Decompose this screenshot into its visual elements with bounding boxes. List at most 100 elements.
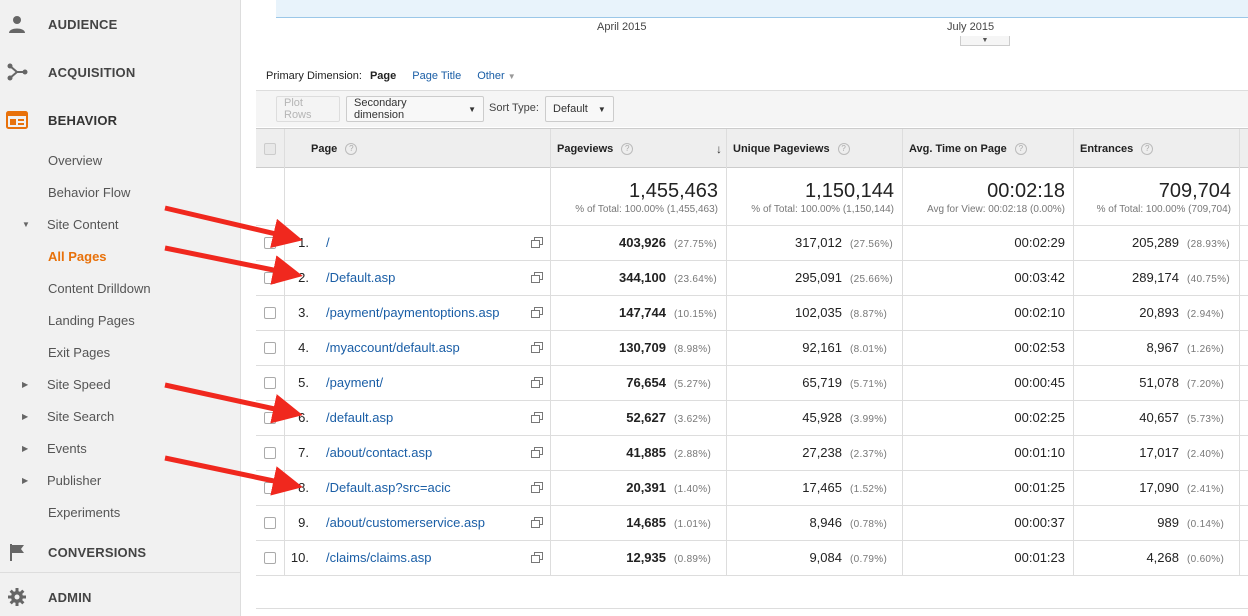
open-in-new-window-icon[interactable] [531, 272, 543, 283]
unique-pageviews-cell-value-group: 317,012 (27.56%) [795, 235, 902, 250]
chart-collapse-handle[interactable]: ▼ [960, 36, 1010, 46]
total-subtext: % of Total: 100.00% (1,150,144) [751, 204, 894, 215]
nav-acquisition[interactable]: ACQUISITION [0, 52, 241, 92]
page-link[interactable]: /claims/claims.asp [326, 550, 432, 565]
entrances-cell-value-group: 51,078 (7.20%) [1139, 375, 1239, 390]
secondary-dimension-select[interactable]: Secondary dimension ▼ [346, 96, 484, 122]
page-link[interactable]: /myaccount/default.asp [326, 340, 460, 355]
entrances-cell-value: 989 [1157, 515, 1179, 530]
open-in-new-window-icon[interactable] [531, 447, 543, 458]
behavior-icon [6, 109, 28, 131]
row-checkbox[interactable] [264, 377, 276, 389]
sidebar-item-events[interactable]: ▶ Events [0, 436, 241, 460]
timeline-chart[interactable] [276, 0, 1248, 18]
col-header-unique-pageviews[interactable]: Unique Pageviews? [727, 129, 903, 168]
row-checkbox[interactable] [264, 552, 276, 564]
sidebar-item-site-content[interactable]: ▼ Site Content [0, 212, 241, 236]
pageviews-cell-value-group: 130,709 (8.98%) [619, 340, 726, 355]
unique-pageviews-cell: 27,238 (2.37%) [727, 436, 903, 470]
page-link[interactable]: /Default.asp?src=acic [326, 480, 451, 495]
help-icon[interactable]: ? [621, 142, 634, 155]
open-in-new-window-icon[interactable] [531, 517, 543, 528]
sidebar-item-behavior-flow[interactable]: Behavior Flow [0, 180, 241, 204]
total-value: 709,704 [1158, 180, 1231, 202]
sidebar-item-experiments[interactable]: Experiments [0, 500, 241, 524]
sort-type-select[interactable]: Default ▼ [545, 96, 614, 122]
sidebar-item-publisher[interactable]: ▶ Publisher [0, 468, 241, 492]
pageviews-cell-value: 20,391 [626, 480, 666, 495]
entrances-cell: 40,657 (5.73%) [1074, 401, 1240, 435]
row-index: 4. [298, 340, 309, 355]
col-header-page[interactable]: Page? [285, 129, 551, 168]
row-index: 3. [298, 305, 309, 320]
expanded-triangle-icon: ▼ [22, 219, 30, 229]
open-in-new-window-icon[interactable] [531, 412, 543, 423]
col-header-avg-time[interactable]: Avg. Time on Page? [903, 129, 1074, 168]
sidebar-item-site-search[interactable]: ▶ Site Search [0, 404, 241, 428]
row-checkbox[interactable] [264, 447, 276, 459]
dimension-page-title[interactable]: Page Title [412, 70, 462, 82]
plot-rows-button[interactable]: Plot Rows [276, 96, 340, 122]
page-link[interactable]: /Default.asp [326, 270, 396, 285]
help-icon[interactable]: ? [1014, 142, 1027, 155]
pageviews-cell-value: 147,744 [619, 305, 666, 320]
entrances-cell-percent: (2.41%) [1187, 484, 1225, 495]
nav-conversions[interactable]: CONVERSIONS [0, 532, 241, 572]
sidebar-item-exit-pages[interactable]: Exit Pages [0, 340, 241, 364]
open-in-new-window-icon[interactable] [531, 307, 543, 318]
help-icon[interactable]: ? [837, 142, 850, 155]
avg-time-cell-value: 00:01:23 [1014, 550, 1065, 565]
col-header-pageviews[interactable]: Pageviews? ↓ [551, 129, 727, 168]
total-value: 1,150,144 [805, 180, 894, 202]
dimension-page[interactable]: Page [369, 70, 397, 82]
nav-audience[interactable]: AUDIENCE [0, 4, 241, 44]
help-icon[interactable]: ? [1141, 142, 1154, 155]
sidebar-item-landing-pages[interactable]: Landing Pages [0, 308, 241, 332]
sidebar-item-overview[interactable]: Overview [0, 148, 241, 172]
row-checkbox[interactable] [264, 412, 276, 424]
page-link[interactable]: / [326, 235, 330, 250]
row-index: 6. [298, 410, 309, 425]
row-checkbox[interactable] [264, 517, 276, 529]
pageviews-cell-percent: (0.89%) [674, 554, 712, 565]
entrances-cell-value: 20,893 [1139, 305, 1179, 320]
col-header-entrances[interactable]: Entrances? [1074, 129, 1240, 168]
sidebar-item-all-pages[interactable]: All Pages [0, 244, 241, 268]
page-link[interactable]: /about/customerservice.asp [326, 515, 485, 530]
row-checkbox[interactable] [264, 237, 276, 249]
plot-rows-label: Plot Rows [284, 97, 312, 121]
row-select-cell [256, 471, 285, 505]
table-row: 9. /about/customerservice.asp 14,685 (1.01%… [256, 506, 1248, 541]
unique-pageviews-cell: 295,091 (25.66%) [727, 261, 903, 295]
avg-time-cell: 00:03:42 [903, 261, 1074, 295]
dimension-other[interactable]: Other ▼ [477, 70, 515, 82]
avg-time-cell-value: 00:02:53 [1014, 340, 1065, 355]
row-checkbox[interactable] [264, 307, 276, 319]
row-checkbox[interactable] [264, 272, 276, 284]
row-checkbox[interactable] [264, 482, 276, 494]
open-in-new-window-icon[interactable] [531, 377, 543, 388]
entrances-cell-percent: (0.14%) [1187, 519, 1225, 530]
unique-pageviews-cell: 92,161 (8.01%) [727, 331, 903, 365]
nav-admin[interactable]: ADMIN [0, 577, 241, 616]
entrances-cell: 4,268 (0.60%) [1074, 541, 1240, 575]
page-link[interactable]: /payment/ [326, 375, 384, 390]
avg-time-cell: 00:01:10 [903, 436, 1074, 470]
page-link[interactable]: /default.asp [326, 410, 394, 425]
sidebar-item-content-drilldown[interactable]: Content Drilldown [0, 276, 241, 300]
open-in-new-window-icon[interactable] [531, 237, 543, 248]
page-link[interactable]: /payment/paymentoptions.asp [326, 305, 500, 320]
select-all-checkbox[interactable] [264, 142, 276, 155]
table-toolbar: Plot Rows Secondary dimension ▼ Sort Type… [256, 90, 1248, 127]
row-checkbox[interactable] [264, 342, 276, 354]
open-in-new-window-icon[interactable] [531, 342, 543, 353]
page-link[interactable]: /about/contact.asp [326, 445, 433, 460]
nav-behavior[interactable]: BEHAVIOR [0, 100, 241, 140]
total-subtext: % of Total: 100.00% (709,704) [1096, 204, 1231, 215]
sidebar-item-site-speed[interactable]: ▶ Site Speed [0, 372, 241, 396]
open-in-new-window-icon[interactable] [531, 482, 543, 493]
open-in-new-window-icon[interactable] [531, 552, 543, 563]
entrances-cell: 20,893 (2.94%) [1074, 296, 1240, 330]
avg-time-cell-value-group: 00:01:10 [1014, 445, 1065, 460]
help-icon[interactable]: ? [345, 142, 358, 155]
